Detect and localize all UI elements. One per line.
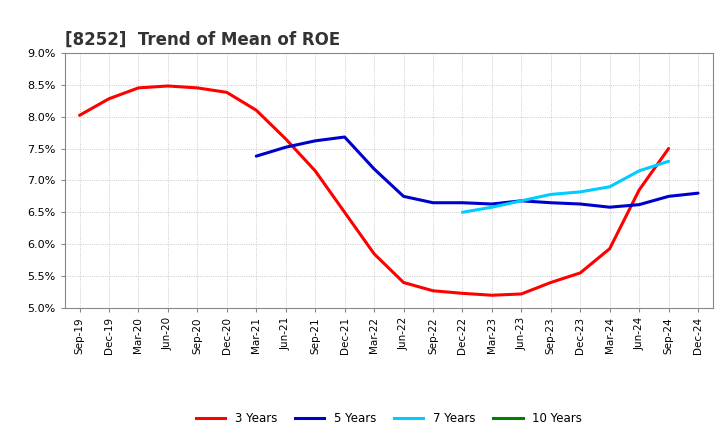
3 Years	[193, 85, 202, 91]
5 Years	[546, 200, 555, 205]
7 Years	[487, 205, 496, 210]
3 Years	[546, 280, 555, 285]
3 Years	[606, 246, 614, 251]
3 Years	[487, 293, 496, 298]
5 Years	[576, 202, 585, 207]
5 Years	[311, 138, 320, 143]
3 Years	[665, 146, 673, 151]
5 Years	[341, 134, 349, 139]
3 Years	[282, 136, 290, 142]
3 Years	[222, 90, 231, 95]
7 Years	[665, 159, 673, 164]
5 Years	[282, 145, 290, 150]
5 Years	[517, 198, 526, 203]
3 Years	[399, 280, 408, 285]
7 Years	[458, 209, 467, 215]
7 Years	[546, 192, 555, 197]
Text: [8252]  Trend of Mean of ROE: [8252] Trend of Mean of ROE	[65, 30, 340, 48]
Legend: 3 Years, 5 Years, 7 Years, 10 Years: 3 Years, 5 Years, 7 Years, 10 Years	[191, 407, 587, 430]
7 Years	[517, 198, 526, 203]
3 Years	[311, 168, 320, 173]
3 Years	[104, 96, 113, 101]
5 Years	[635, 202, 644, 207]
5 Years	[370, 166, 379, 172]
3 Years	[134, 85, 143, 91]
3 Years	[75, 113, 84, 118]
5 Years	[665, 194, 673, 199]
Line: 7 Years: 7 Years	[462, 161, 669, 212]
7 Years	[606, 184, 614, 189]
3 Years	[576, 270, 585, 275]
5 Years	[606, 205, 614, 210]
5 Years	[694, 191, 703, 196]
3 Years	[341, 209, 349, 215]
5 Years	[428, 200, 437, 205]
7 Years	[635, 168, 644, 173]
3 Years	[252, 107, 261, 113]
5 Years	[252, 154, 261, 159]
3 Years	[370, 251, 379, 257]
3 Years	[458, 291, 467, 296]
Line: 5 Years: 5 Years	[256, 137, 698, 207]
7 Years	[576, 189, 585, 194]
5 Years	[399, 194, 408, 199]
5 Years	[487, 202, 496, 207]
3 Years	[635, 187, 644, 193]
Line: 3 Years: 3 Years	[79, 86, 669, 295]
5 Years	[458, 200, 467, 205]
3 Years	[428, 288, 437, 293]
3 Years	[163, 83, 172, 88]
3 Years	[517, 291, 526, 297]
